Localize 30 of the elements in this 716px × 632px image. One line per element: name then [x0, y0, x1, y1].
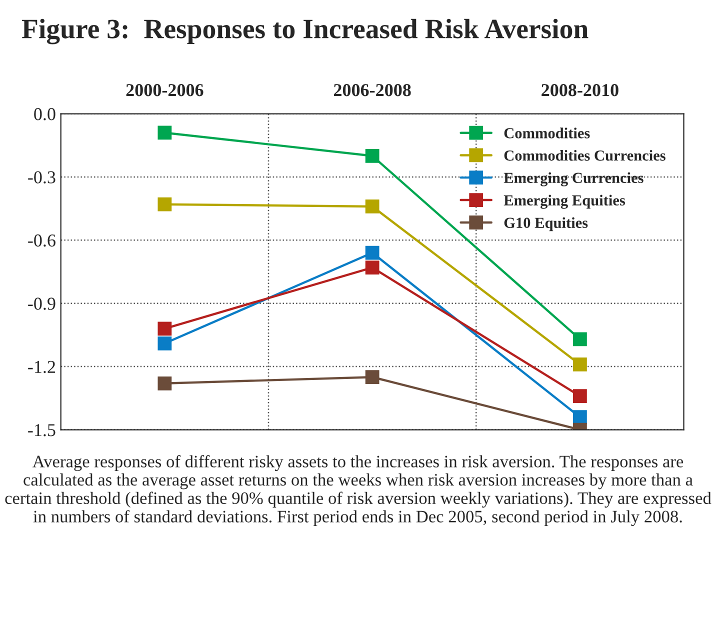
point — [158, 197, 172, 212]
y-tick-label: -1.2 — [28, 360, 56, 374]
point — [365, 370, 380, 384]
x-tick-label: 2006-2008 — [334, 84, 411, 96]
y-tick-label: -1.5 — [28, 424, 56, 436]
x-tick-label: 2008-2010 — [542, 84, 618, 96]
point — [573, 332, 587, 346]
point — [573, 358, 587, 372]
point — [365, 148, 380, 163]
chart-title: Figure 3: Responses to Increased Risk Aversion — [22, 18, 588, 44]
point — [158, 126, 172, 140]
point — [365, 246, 380, 260]
point — [573, 410, 587, 424]
y-tick-label: 0.0 — [34, 108, 56, 120]
legend-label: G10 Equities — [504, 217, 588, 232]
legend-label: Emerging Currencies — [504, 172, 644, 186]
legend-label: Emerging Equities — [504, 194, 626, 209]
y-tick-label: -0.3 — [28, 171, 56, 184]
point — [158, 322, 172, 336]
point — [365, 260, 380, 274]
point — [573, 389, 587, 403]
x-tick-label: 2000-2006 — [126, 84, 204, 96]
point — [158, 336, 172, 350]
point — [158, 376, 172, 390]
legend-label: Commodities — [504, 128, 590, 138]
y-tick-label: -0.6 — [28, 234, 56, 247]
point — [365, 200, 380, 214]
legend-label: Commodities Currencies — [504, 150, 666, 161]
y-tick-label: -0.9 — [28, 298, 56, 310]
text: Average responses of different risky assets to the increases in risk aversion. The responses are calculated as the average asset returns on the weeks when risk aversion increases by more than a certain threshold (defined as the 90% quantile of risk aversion weekly variations). They are expressed in numbers of standard deviations. First period ends in Dec 2005, second period in July 2008. — [5, 455, 712, 526]
